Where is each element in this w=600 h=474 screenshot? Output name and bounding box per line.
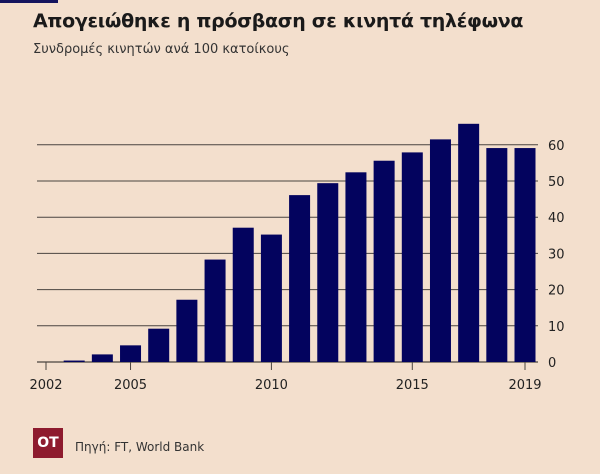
bar (486, 148, 508, 362)
x-tick-label: 2015 (396, 378, 429, 393)
bar (345, 172, 367, 362)
bar (401, 152, 423, 362)
y-tick-label: 30 (548, 247, 565, 262)
bar (514, 148, 536, 362)
bar (429, 139, 451, 362)
bar (232, 227, 254, 362)
bar (176, 299, 198, 362)
y-tick-label: 60 (548, 139, 565, 154)
bar (373, 160, 395, 362)
y-tick-label: 40 (548, 211, 565, 226)
x-tick-label: 2002 (29, 378, 62, 393)
y-tick-label: 20 (548, 284, 565, 299)
bar (317, 183, 339, 362)
x-tick-label: 2005 (114, 378, 147, 393)
bar (260, 234, 282, 362)
y-tick-label: 10 (548, 320, 565, 335)
bar (91, 354, 113, 362)
bar (148, 328, 170, 362)
ot-logo: OT (33, 428, 63, 458)
bar (120, 345, 142, 362)
bar (204, 259, 226, 362)
bar (63, 360, 85, 362)
source-note: Πηγή: FT, World Bank (75, 440, 205, 454)
y-tick-label: 0 (548, 356, 556, 371)
x-tick-label: 2019 (508, 378, 541, 393)
chart-title: Απογειώθηκε η πρόσβαση σε κινητά τηλέφων… (33, 10, 524, 32)
top-accent-line (0, 0, 58, 3)
y-tick-label: 50 (548, 175, 565, 190)
x-tick-label: 2010 (255, 378, 288, 393)
bar (289, 195, 311, 362)
chart-subtitle: Συνδρομές κινητών ανά 100 κατοίκους (33, 42, 290, 57)
bar (458, 123, 480, 362)
